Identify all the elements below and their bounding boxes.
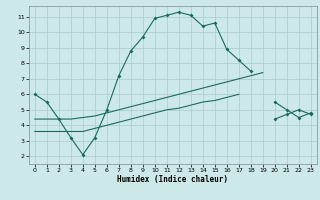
X-axis label: Humidex (Indice chaleur): Humidex (Indice chaleur) — [117, 175, 228, 184]
